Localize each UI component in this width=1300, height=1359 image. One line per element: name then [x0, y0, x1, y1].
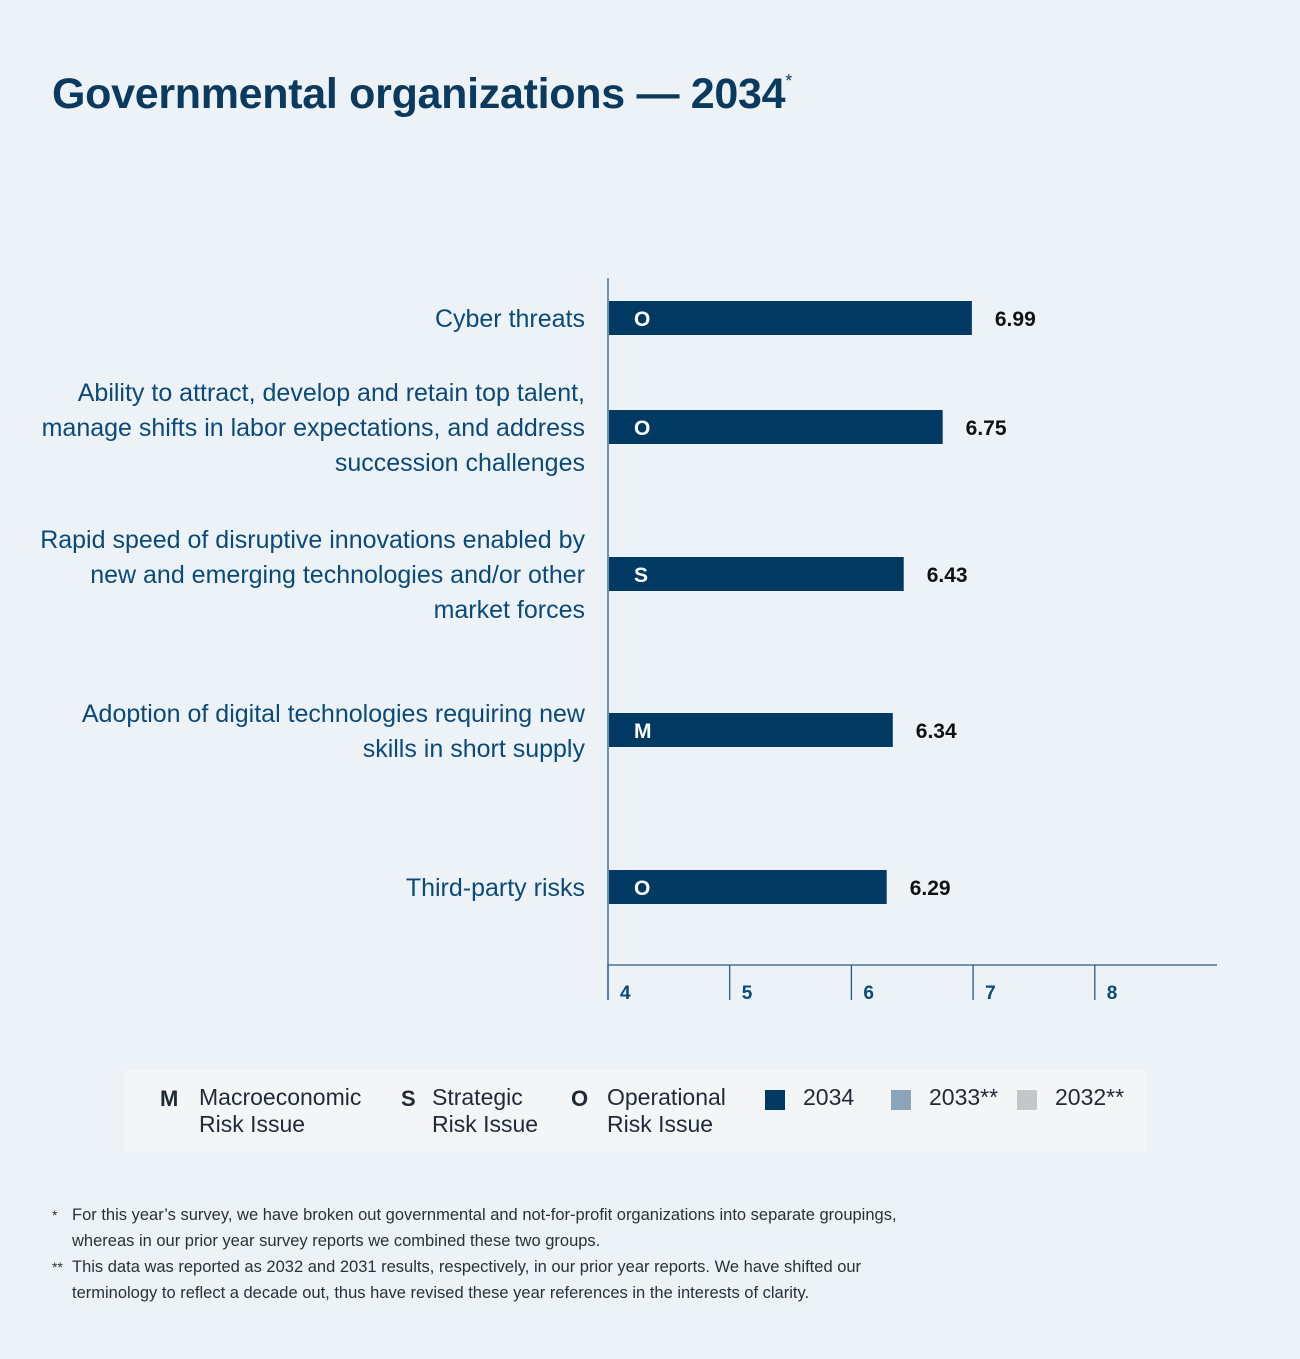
- legend-macro-letter: M: [160, 1086, 179, 1111]
- title-text: Governmental organizations — 2034: [52, 70, 786, 118]
- footnote-2-mark: **: [52, 1259, 63, 1275]
- legend-strategic-label: Strategic Risk Issue: [432, 1084, 538, 1138]
- bar-5: [609, 870, 887, 904]
- legend-strategic-line2: Risk Issue: [432, 1111, 539, 1137]
- legend-strategic-line1: Strategic: [432, 1084, 523, 1110]
- legend-strategic-letter: S: [401, 1086, 416, 1111]
- footnotes: * For this year’s survey, we have broken…: [52, 1202, 912, 1306]
- legend: M Macroeconomic Risk Issue S Strategic R…: [124, 1070, 1146, 1152]
- legend-macro-label: Macroeconomic Risk Issue: [199, 1084, 361, 1138]
- legend-macro-line2: Risk Issue: [199, 1111, 306, 1137]
- bar-2-value-label: 6.75: [966, 417, 1007, 440]
- bar-1-value-label: 6.99: [995, 308, 1036, 331]
- legend-operational-line2: Risk Issue: [607, 1111, 714, 1137]
- bar-1: [609, 301, 972, 335]
- bar-5-risk-letter: O: [634, 877, 650, 900]
- bar-2-risk-letter: O: [634, 417, 650, 440]
- legend-2034-label: 2034: [803, 1084, 855, 1110]
- x-tick-label-7: 7: [985, 983, 996, 1004]
- footnote-1-text: For this year’s survey, we have broken o…: [72, 1206, 897, 1250]
- bar-1-risk-letter: O: [634, 308, 650, 331]
- x-tick-label-4: 4: [620, 983, 631, 1004]
- bar-chart: 4 5 6 7 8 O 6.99 O 6.75 S 6.43 M 6.34 O 6.29: [607, 278, 1217, 1004]
- legend-operational-label: Operational Risk Issue: [607, 1084, 726, 1138]
- legend-2033-swatch: [891, 1090, 911, 1110]
- bar-3-risk-letter: S: [634, 564, 648, 587]
- bar-4-risk-letter: M: [634, 720, 652, 743]
- bar-3: [609, 557, 904, 591]
- legend-operational-letter: O: [571, 1086, 589, 1111]
- footnote-2-text: This data was reported as 2032 and 2031 …: [72, 1258, 862, 1302]
- category-label-2: Ability to attract, develop and retain t…: [41, 378, 585, 477]
- legend-operational-line1: Operational: [607, 1084, 726, 1110]
- footnote-1: * For this year’s survey, we have broken…: [52, 1202, 912, 1254]
- x-tick-label-6: 6: [863, 983, 874, 1004]
- legend-2033-label: 2033**: [929, 1084, 999, 1110]
- legend-2032-swatch: [1017, 1090, 1037, 1110]
- bar-4-value-label: 6.34: [916, 720, 957, 743]
- bar-5-value-label: 6.29: [910, 877, 951, 900]
- category-label-3: Rapid speed of disruptive innovations en…: [40, 525, 585, 624]
- legend-2034-swatch: [765, 1090, 785, 1110]
- x-tick-label-8: 8: [1107, 983, 1118, 1004]
- title-footnote-mark: *: [785, 70, 792, 91]
- legend-2032-label: 2032**: [1055, 1084, 1125, 1110]
- footnote-2: ** This data was reported as 2032 and 20…: [52, 1254, 912, 1306]
- bar-2: [609, 410, 943, 444]
- legend-macro-line1: Macroeconomic: [199, 1084, 362, 1110]
- bar-4: [609, 713, 893, 747]
- footnote-1-mark: *: [52, 1207, 58, 1223]
- page-title: Governmental organizations — 2034*: [52, 70, 792, 119]
- bar-3-value-label: 6.43: [927, 564, 968, 587]
- category-label-5: Third-party risks: [405, 873, 585, 902]
- category-label-4: Adoption of digital technologies requiri…: [81, 700, 585, 763]
- x-tick-label-5: 5: [742, 983, 753, 1004]
- category-label-1: Cyber threats: [434, 304, 585, 333]
